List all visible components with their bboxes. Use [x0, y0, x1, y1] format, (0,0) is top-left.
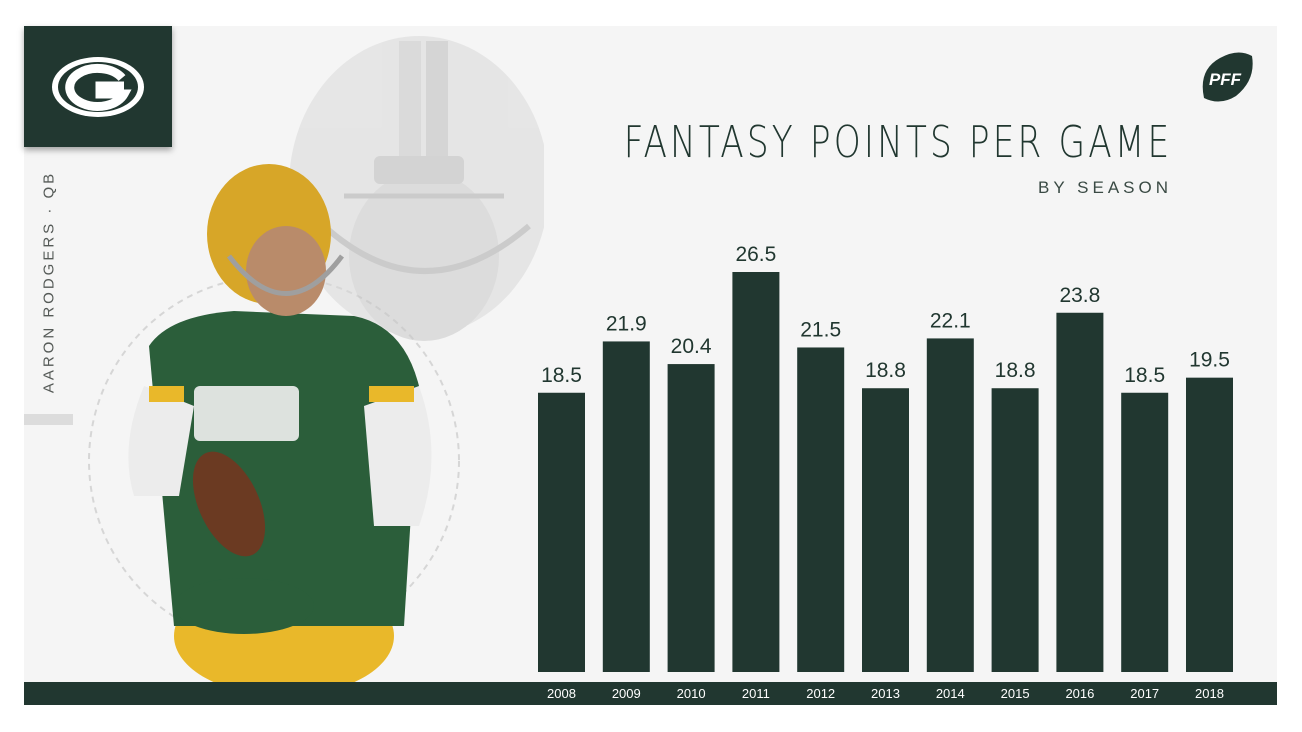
bar-2012: [797, 347, 845, 672]
value-label-2015: 18.8: [995, 359, 1036, 382]
value-label-2016: 23.8: [1059, 284, 1100, 307]
chart-subtitle: BY SEASON: [1038, 178, 1172, 197]
pff-football-logo-icon: PFF: [1202, 52, 1253, 102]
x-tick-label-2013: 2013: [871, 686, 900, 701]
x-tick-label-2009: 2009: [612, 686, 641, 701]
bar-2014: [926, 338, 974, 672]
x-tick-label-2014: 2014: [936, 686, 965, 701]
x-tick-label-2008: 2008: [547, 686, 576, 701]
value-label-2014: 22.1: [930, 309, 971, 332]
label-accent-bar: [24, 414, 73, 425]
player-name-position: AARON RODGERS · QB: [40, 170, 58, 394]
bar-2011: [732, 272, 780, 672]
player-photo: [88, 36, 544, 682]
bar-2017: [1121, 392, 1169, 672]
pff-logo-text: PFF: [1209, 70, 1242, 89]
x-tick-label-2010: 2010: [677, 686, 706, 701]
bar-2010: [667, 364, 715, 672]
value-label-2018: 19.5: [1189, 349, 1230, 372]
x-axis-bar: [24, 682, 1277, 705]
packers-g-logo-icon: [52, 57, 144, 117]
x-tick-label-2016: 2016: [1065, 686, 1094, 701]
x-tick-label-2012: 2012: [806, 686, 835, 701]
value-label-2010: 20.4: [671, 335, 712, 358]
chart-title: FANTASY POINTS PER GAME: [623, 117, 1172, 168]
x-tick-label-2018: 2018: [1195, 686, 1224, 701]
bar-2009: [602, 341, 650, 672]
x-tick-label-2011: 2011: [742, 686, 770, 701]
bar-2016: [1056, 312, 1104, 672]
value-label-2017: 18.5: [1124, 364, 1165, 387]
x-tick-label-2015: 2015: [1001, 686, 1030, 701]
value-label-2009: 21.9: [606, 312, 647, 335]
value-label-2011: 26.5: [735, 243, 776, 266]
x-tick-label-2017: 2017: [1130, 686, 1159, 701]
value-label-2008: 18.5: [541, 364, 582, 387]
team-logo-badge: [24, 26, 172, 147]
bar-2018: [1186, 377, 1233, 672]
bar-2008: [538, 392, 585, 672]
bar-2013: [862, 388, 909, 672]
bar-2015: [991, 388, 1039, 672]
value-label-2012: 21.5: [800, 318, 841, 341]
value-label-2013: 18.8: [865, 359, 906, 382]
